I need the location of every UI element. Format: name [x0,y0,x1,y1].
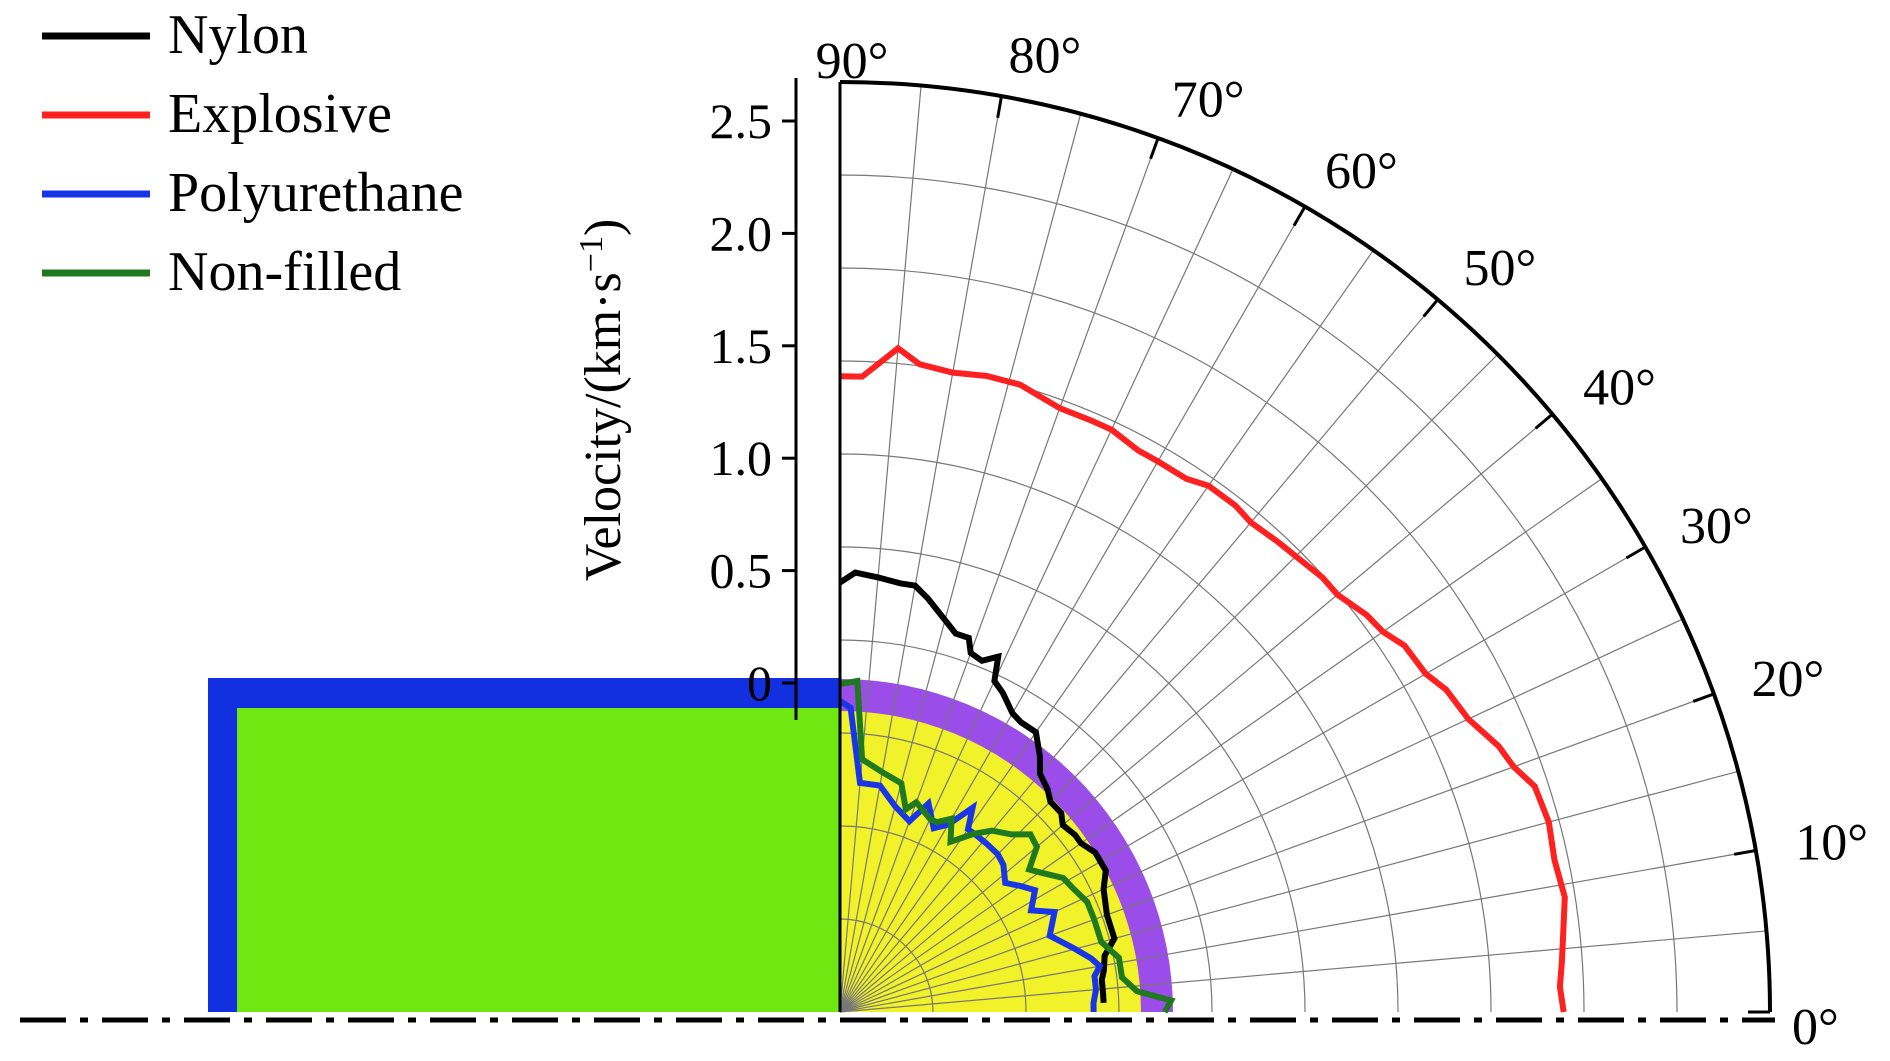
legend-label: Non-filled [168,241,401,303]
legend: Nylon Explosive Polyurethane Non-filled [42,4,463,303]
liner-fill [237,708,840,1012]
angle-tick [1625,545,1647,560]
grid-spoke [839,137,1159,1013]
angle-tick [1422,298,1439,318]
grid-spoke [839,478,1603,1013]
grid-spoke [839,168,1234,1013]
angle-tick [1733,849,1757,856]
axes: 0 0.5 1.0 1.5 2.0 2.5 Velocity/(km·s−1) 0° 10° 20… [20,28,1868,1056]
angle-tick-label: 0° [1792,999,1839,1056]
grid-spoke [839,299,1439,1013]
series-line-explosive [839,344,1568,1013]
grid-spoke [839,85,922,1013]
grid-spoke [839,849,1756,1013]
angle-tick-label: 30° [1680,498,1753,555]
velocity-tick-label: 0 [747,655,772,711]
angle-tick-label: 10° [1795,815,1868,872]
velocity-tick-label: 1.0 [710,430,773,486]
angle-tick [996,95,1003,119]
series-line-non-filled [839,677,1176,1014]
plot-area [838,344,1568,1014]
angle-tick [1534,413,1554,430]
grid-spoke [839,249,1374,1013]
grid-spoke [839,618,1684,1013]
grid-spoke [839,770,1739,1013]
outer-arc [839,80,1772,1013]
angle-tick [1292,205,1307,227]
grid-spoke [839,693,1715,1013]
angle-tick [1692,692,1715,703]
angle-tick-label: 70° [1172,71,1245,128]
velocity-tick-label: 0.5 [710,543,773,599]
angle-tick-label: 20° [1752,651,1825,708]
velocity-tick-label: 2.5 [710,93,773,149]
legend-label: Polyurethane [168,162,463,224]
grid-spoke [839,353,1499,1013]
angle-tick-label: 80° [1008,28,1081,85]
polar-grid [839,85,1767,1013]
y-axis-label-close: ) [575,219,632,236]
angle-tick-label: 40° [1583,359,1656,416]
y-axis-label: Velocity/(km·s−1) [573,219,632,582]
y-axis-label-sup: −1 [573,236,610,272]
velocity-tick-label: 2.0 [710,205,773,261]
grid-spoke [839,413,1553,1013]
grid-spoke [839,930,1767,1013]
legend-label: Nylon [168,4,308,66]
angle-tick [1149,137,1160,160]
angle-tick-label: 60° [1325,143,1398,200]
angle-tick-label: 90° [816,33,889,90]
angle-tick-label: 50° [1464,240,1537,297]
grid-spoke [839,113,1082,1013]
grid-spoke [839,206,1306,1013]
grid-spoke [839,546,1646,1013]
velocity-tick-label: 1.5 [710,318,773,374]
legend-label: Explosive [168,83,392,145]
series-line-polyurethane [838,698,1104,1013]
series-line-nylon [838,569,1118,1003]
grid-spoke [839,96,1003,1013]
